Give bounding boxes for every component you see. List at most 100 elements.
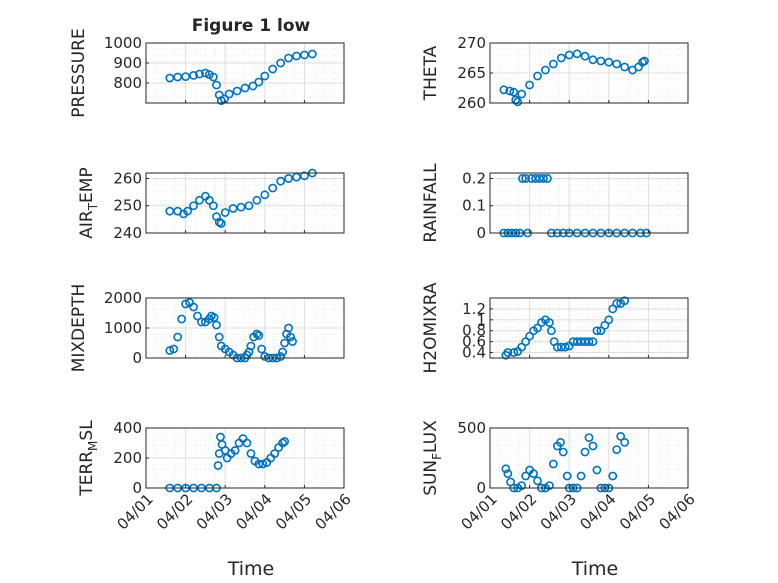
- data-point: [584, 337, 594, 347]
- y-axis-label-subscript: M: [86, 441, 100, 451]
- y-axis-label-suffix: LUX: [421, 420, 441, 453]
- data-point: [307, 49, 317, 59]
- data-point: [214, 332, 224, 342]
- y-tick-label: 200: [113, 449, 142, 467]
- data-point: [246, 449, 256, 458]
- x-tick-label: 04/03: [537, 490, 580, 533]
- y-tick-label: 900: [113, 54, 142, 72]
- data-point: [276, 352, 286, 361]
- data-point: [556, 437, 565, 447]
- data-point: [503, 469, 513, 478]
- data-point: [572, 49, 582, 59]
- data-point: [193, 311, 202, 321]
- data-point: [165, 346, 175, 355]
- data-point: [620, 296, 630, 306]
- subplot-air_temp: 240 250 260 AIRTEMP: [77, 167, 345, 242]
- data-point: [556, 342, 566, 352]
- data-point: [533, 476, 542, 486]
- figure-title: Figure 1 low: [192, 16, 311, 36]
- data-point: [612, 299, 622, 308]
- y-tick-label: 240: [113, 224, 142, 242]
- data-point: [220, 208, 230, 217]
- x-tick-label: 04/05: [616, 490, 659, 533]
- axes-box: [145, 172, 345, 234]
- y-tick-label: 1000: [104, 34, 142, 52]
- subplot-sun_flux: 050004/0104/0204/0304/0404/0504/06SUNFLU…: [421, 419, 699, 533]
- data-point: [208, 72, 218, 82]
- subplot-h2omixra: 0.40.60.811.2 H2OMIXRA: [421, 282, 689, 374]
- y-tick-label: 0.4: [462, 344, 486, 362]
- data-point: [230, 446, 240, 455]
- data-point: [246, 341, 256, 351]
- data-point: [268, 64, 278, 74]
- data-point: [260, 190, 270, 200]
- y-tick-label: 1.2: [462, 300, 486, 318]
- data-point: [580, 51, 590, 61]
- data-point: [183, 206, 192, 216]
- data-point: [588, 55, 598, 65]
- data-point: [240, 83, 250, 93]
- data-point: [197, 317, 206, 327]
- data-point: [268, 183, 278, 193]
- data-point: [518, 174, 527, 183]
- x-tick-label: 04/06: [312, 490, 355, 533]
- y-axis-label-text: H2OMIXRA: [421, 282, 441, 373]
- data-point: [278, 438, 288, 448]
- data-point: [558, 447, 568, 457]
- y-axis-label: TERRMSL: [77, 420, 100, 497]
- data-point: [562, 471, 572, 481]
- data-point: [548, 59, 558, 69]
- y-tick-label: 400: [113, 419, 142, 437]
- data-point: [640, 56, 649, 66]
- y-axis-label-subscript: T: [86, 202, 100, 211]
- data-point: [584, 433, 594, 442]
- data-point: [236, 202, 246, 212]
- x-tick-label: 04/04: [232, 490, 275, 533]
- y-axis-label-text: AIR: [77, 210, 97, 239]
- y-axis-label-text: MIXDEPTH: [69, 284, 89, 373]
- data-point: [248, 81, 258, 91]
- data-point: [580, 447, 590, 457]
- data-point: [177, 314, 187, 324]
- data-point: [195, 195, 204, 205]
- data-point: [564, 50, 574, 60]
- data-point: [232, 86, 242, 96]
- x-tick-label: 04/03: [193, 490, 236, 533]
- y-tick-label: 265: [457, 64, 486, 82]
- data-point: [612, 445, 622, 454]
- y-tick-label: 0: [476, 479, 486, 497]
- subplot-mixdepth: 0 1000 2000 MIXDEPTH: [69, 284, 345, 373]
- data-point: [576, 471, 586, 481]
- data-point: [260, 352, 270, 361]
- data-point: [280, 338, 289, 348]
- axes-box: [489, 297, 689, 359]
- data-point: [254, 331, 264, 340]
- data-point: [280, 437, 289, 446]
- data-point: [529, 469, 538, 478]
- y-axis-label-suffix: SL: [77, 420, 97, 441]
- data-point: [286, 332, 295, 342]
- data-point: [276, 176, 286, 186]
- y-tick-label: 800: [113, 74, 142, 92]
- y-axis-label: AIRTEMP: [77, 167, 100, 238]
- data-point: [546, 326, 556, 336]
- data-point: [596, 56, 606, 66]
- y-axis-label-text: PRESSURE: [69, 28, 89, 117]
- data-point: [501, 464, 511, 474]
- data-point: [299, 50, 309, 60]
- data-point: [543, 174, 552, 183]
- data-point: [189, 201, 198, 211]
- data-point: [258, 459, 268, 469]
- data-point: [165, 73, 175, 83]
- y-tick-label: 250: [113, 197, 142, 215]
- data-point: [195, 69, 204, 79]
- data-point: [284, 53, 293, 63]
- data-point: [257, 344, 267, 354]
- y-axis-label-suffix: EMP: [77, 167, 97, 203]
- data-point: [499, 85, 509, 95]
- data-point: [548, 459, 558, 469]
- data-point: [539, 174, 548, 183]
- y-axis-label-subscript: F: [430, 453, 444, 460]
- data-point: [592, 465, 602, 475]
- data-point: [189, 302, 198, 312]
